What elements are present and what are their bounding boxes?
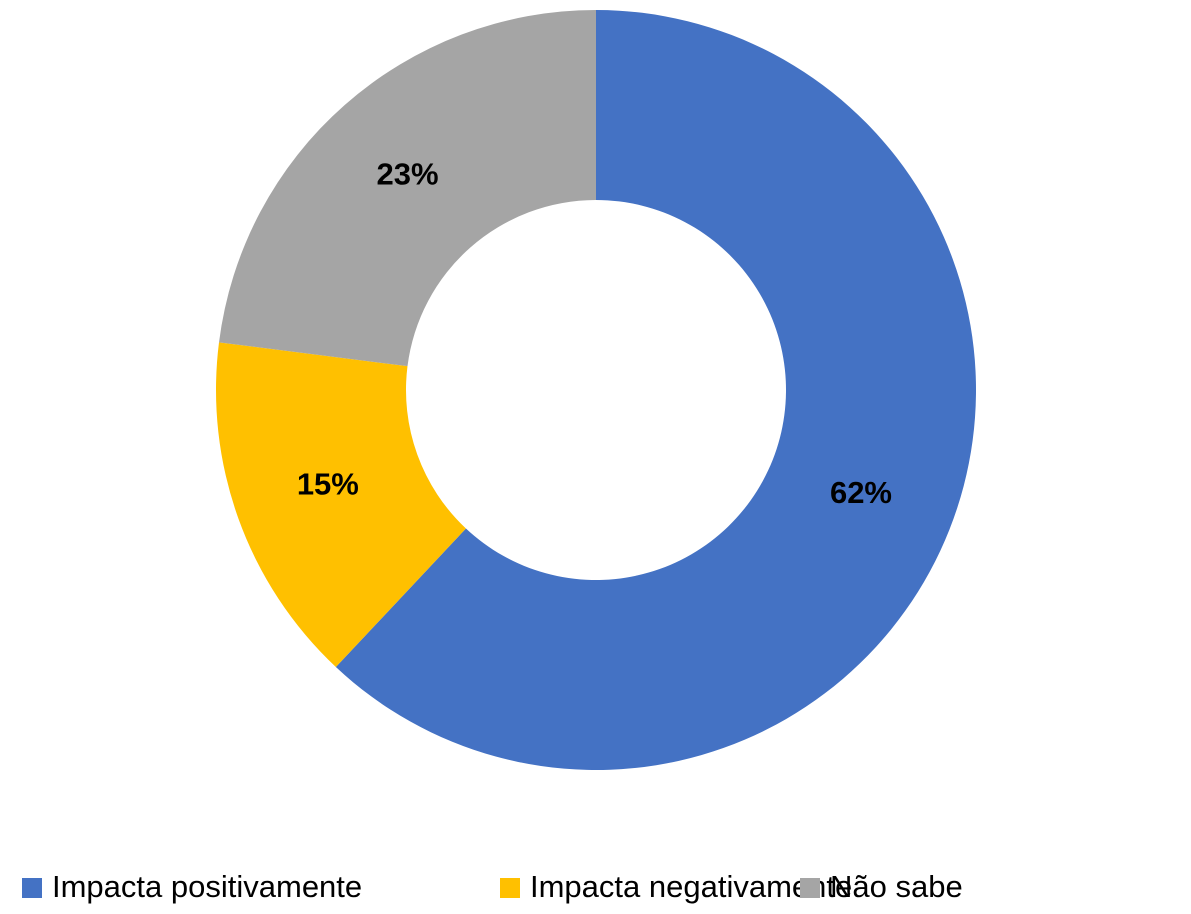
legend-swatch <box>500 878 520 898</box>
legend-swatch <box>22 878 42 898</box>
data-label: 62% <box>830 475 892 510</box>
data-label: 23% <box>377 156 439 191</box>
legend-label: Impacta positivamente <box>52 869 362 904</box>
data-label: 15% <box>297 467 359 502</box>
donut-slice <box>218 10 597 367</box>
legend-swatch <box>800 878 820 898</box>
legend-label: Impacta negativamente <box>530 869 852 904</box>
donut-slice <box>335 10 977 770</box>
donut-slice <box>216 342 466 668</box>
legend-label: Não sabe <box>830 869 963 904</box>
